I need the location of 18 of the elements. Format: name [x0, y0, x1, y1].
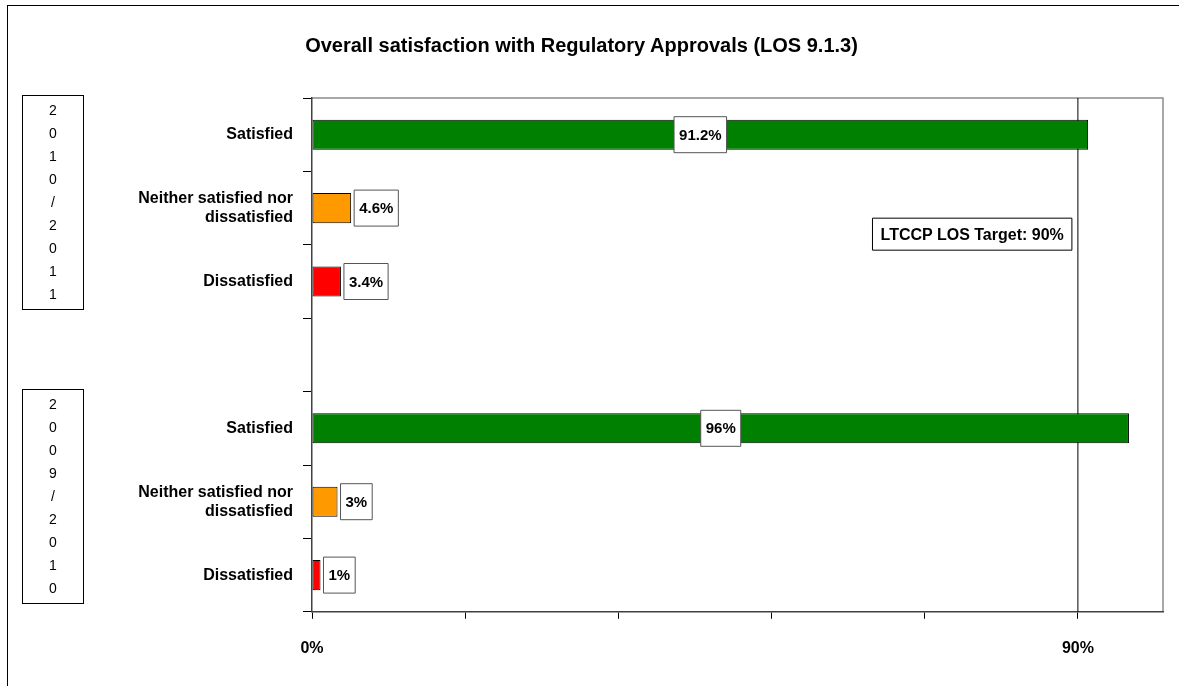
data-label: 91.2% — [679, 125, 722, 143]
y-tick-label: Satisfied — [226, 125, 293, 143]
y-tick-label: Dissatisfied — [203, 565, 293, 583]
data-label: 4.6% — [359, 199, 394, 217]
y-tick-label: Satisfied — [226, 418, 293, 436]
chart-title: Overall satisfaction with Regulatory Approvals (LOS 9.1.3) — [305, 33, 858, 56]
x-tick-label: 0% — [300, 638, 324, 656]
y-tick-label: Neither satisfied nor dissatisfied — [138, 188, 293, 226]
data-label: 3.4% — [348, 272, 384, 290]
data-label: 3% — [345, 492, 368, 510]
text: 2010/2011 — [49, 102, 57, 303]
y-tick-label: Neither satisfied nor dissatisfied — [138, 482, 293, 519]
data-label: 96% — [705, 419, 736, 437]
text: 2009/2010 — [49, 395, 57, 596]
x-tick-label: 90% — [1061, 638, 1094, 656]
data-label: 1% — [328, 566, 351, 584]
y-tick-label: Dissatisfied — [203, 271, 293, 289]
ref-line-label: LTCCP LOS Target: 90% — [880, 225, 1064, 243]
